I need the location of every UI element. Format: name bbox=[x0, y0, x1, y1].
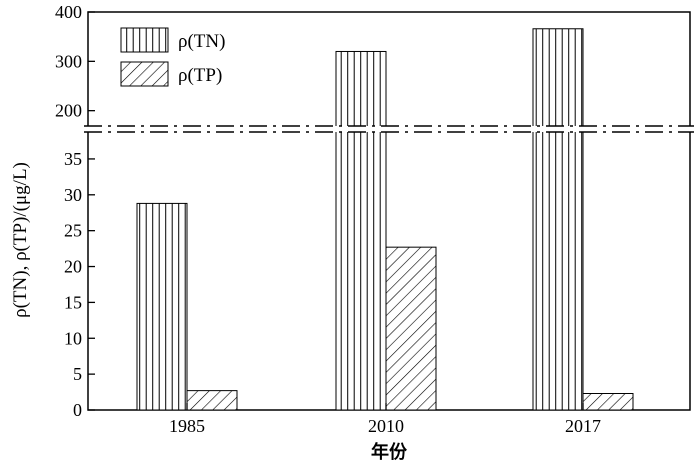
x-axis-ticks: 1985 2010 2017 bbox=[169, 403, 601, 436]
y-tick-label: 200 bbox=[55, 101, 82, 121]
bar-tp-1985 bbox=[186, 390, 238, 411]
y-tick-label: 30 bbox=[64, 185, 82, 205]
legend-label-tn: ρ(TN) bbox=[178, 31, 225, 52]
bar-tp-2010 bbox=[385, 246, 437, 411]
x-axis-title: 年份 bbox=[371, 441, 408, 463]
x-tick-label: 2017 bbox=[565, 416, 601, 436]
legend: ρ(TN) ρ(TP) bbox=[120, 27, 225, 87]
bar-tn-1985 bbox=[136, 202, 188, 411]
y-tick-label: 15 bbox=[64, 292, 82, 312]
y-axis-ticks: 0 5 10 15 20 25 30 35 200 300 400 bbox=[55, 2, 95, 420]
bar-tn-2010 bbox=[335, 50, 387, 411]
y-tick-label: 0 bbox=[73, 400, 82, 420]
x-tick-label: 1985 bbox=[169, 416, 205, 436]
y-tick-label: 10 bbox=[64, 328, 82, 348]
y-tick-label: 25 bbox=[64, 221, 82, 241]
legend-swatch-tn bbox=[120, 27, 169, 53]
y-tick-label: 35 bbox=[64, 149, 82, 169]
y-tick-label: 300 bbox=[55, 51, 82, 71]
y-tick-label: 5 bbox=[73, 364, 82, 384]
y-axis-title: ρ(TN), ρ(TP)/(μg/L) bbox=[10, 162, 31, 318]
legend-label-tp: ρ(TP) bbox=[178, 65, 222, 86]
axis-break bbox=[0, 125, 700, 133]
bar-tp-2017 bbox=[582, 393, 634, 411]
y-tick-label: 20 bbox=[64, 257, 82, 277]
x-tick-label: 2010 bbox=[368, 416, 404, 436]
bars-group bbox=[136, 28, 634, 411]
y-tick-label: 400 bbox=[55, 2, 82, 22]
bar-tn-2017 bbox=[532, 28, 584, 411]
legend-swatch-tp bbox=[120, 61, 169, 87]
